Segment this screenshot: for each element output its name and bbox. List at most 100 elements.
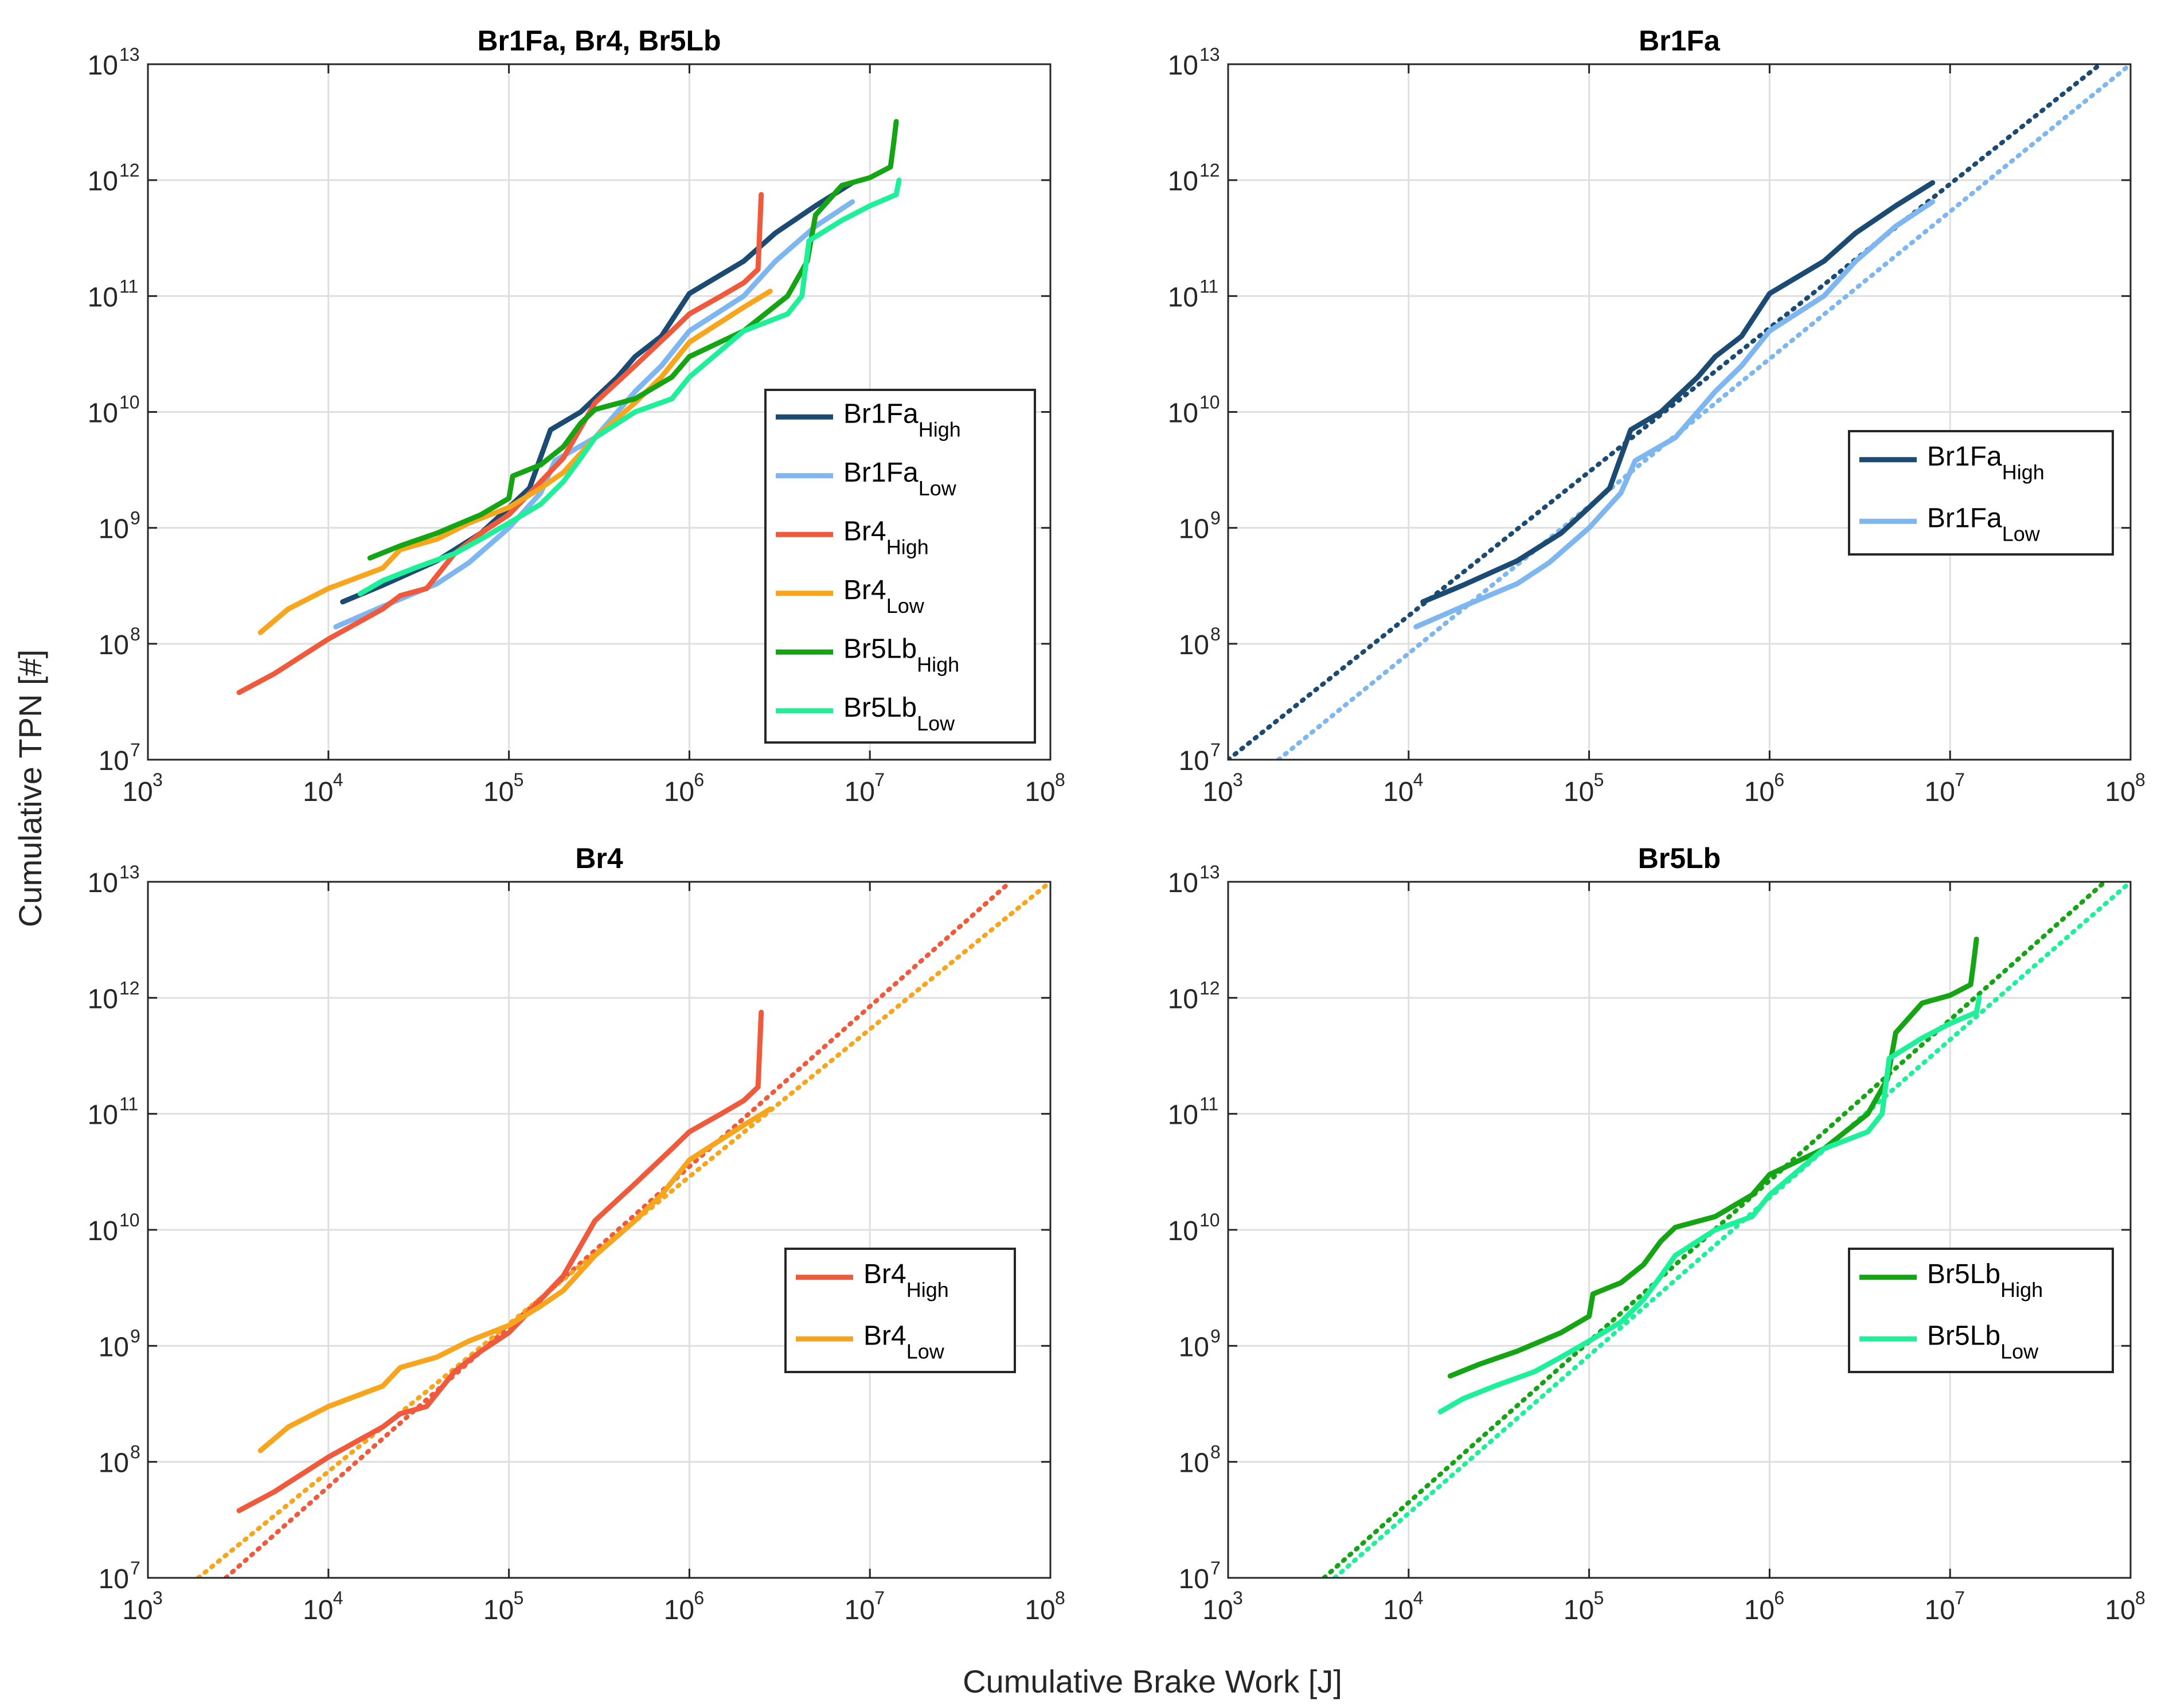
y-tick-label: 10	[88, 1100, 118, 1131]
x-tick-label: 10	[1744, 1595, 1775, 1625]
y-tick-label: 10	[88, 1216, 118, 1246]
y-tick-label: 10	[1168, 1216, 1198, 1246]
x-tick-exponent: 4	[333, 769, 343, 790]
y-tick-label: 10	[1168, 166, 1198, 197]
series-br4-high	[236, 191, 764, 695]
x-tick-label: 10	[1564, 777, 1594, 807]
legend-subscript: Low	[2000, 1339, 2039, 1363]
x-tick-label: 10	[1925, 1595, 1955, 1625]
x-tick-exponent: 6	[1774, 769, 1784, 790]
series-group	[236, 119, 902, 695]
x-tick-label: 10	[2105, 1595, 2135, 1625]
subplot-title: Br1Fa, Br4, Br5Lb	[477, 25, 721, 57]
x-tick-label: 10	[664, 1595, 694, 1625]
y-tick-exponent: 12	[119, 978, 140, 998]
y-tick-label: 10	[1168, 282, 1198, 312]
x-tick-label: 10	[1383, 777, 1413, 807]
series-group	[1322, 882, 2131, 1578]
y-tick-label: 10	[1168, 984, 1198, 1014]
x-tick-exponent: 7	[874, 1588, 885, 1608]
x-tick-label: 10	[483, 1595, 514, 1625]
legend-subscript: High	[919, 417, 961, 441]
x-tick-exponent: 3	[1233, 769, 1243, 790]
x-tick-exponent: 3	[153, 769, 163, 790]
y-tick-exponent: 11	[1199, 276, 1218, 296]
x-tick-label: 10	[303, 777, 333, 807]
x-tick-exponent: 5	[514, 769, 524, 790]
y-tick-exponent: 9	[1210, 508, 1221, 529]
series-br1fa-low-fit	[1276, 64, 2131, 760]
series-br5lb-low	[1437, 995, 1982, 1414]
y-tick-exponent: 11	[119, 276, 138, 296]
y-tick-label: 10	[1179, 514, 1209, 545]
x-tick-label: 10	[1025, 1595, 1055, 1625]
subplot-title: Br5Lb	[1638, 842, 1721, 874]
y-tick-exponent: 11	[1199, 1094, 1218, 1115]
series-group	[196, 882, 1050, 1578]
x-tick-exponent: 5	[1594, 1588, 1604, 1608]
x-tick-exponent: 4	[1413, 769, 1424, 790]
subplot-title: Br4	[575, 842, 623, 874]
y-tick-label: 10	[99, 1564, 129, 1594]
legend-subscript: High	[2002, 460, 2045, 484]
y-tick-exponent: 12	[1199, 160, 1220, 181]
x-tick-label: 10	[664, 777, 694, 807]
series-br4-high-fit	[223, 882, 1013, 1578]
x-tick-label: 10	[845, 777, 875, 807]
x-tick-exponent: 8	[1055, 769, 1065, 790]
legend-subscript: High	[917, 652, 959, 676]
series-br4-low	[257, 288, 773, 635]
x-tick-exponent: 8	[2135, 1588, 2145, 1608]
y-tick-label: 10	[88, 50, 118, 81]
x-tick-label: 10	[1025, 777, 1055, 807]
x-tick-exponent: 8	[1055, 1588, 1065, 1608]
x-tick-exponent: 7	[1955, 769, 1965, 790]
y-tick-label: 10	[99, 746, 129, 776]
y-tick-label: 10	[88, 868, 118, 898]
y-tick-exponent: 13	[119, 862, 140, 882]
x-tick-label: 10	[845, 1595, 875, 1625]
y-tick-label: 10	[1168, 1100, 1198, 1131]
legend-subscript: High	[886, 535, 929, 558]
y-tick-label: 10	[1168, 50, 1198, 81]
legend-subscript: Low	[906, 1339, 945, 1363]
y-tick-label: 10	[99, 1332, 129, 1362]
x-tick-label: 10	[303, 1595, 333, 1625]
x-tick-exponent: 7	[874, 769, 885, 790]
y-tick-label: 10	[88, 282, 118, 312]
x-tick-label: 10	[122, 777, 153, 807]
y-tick-label: 10	[1179, 1564, 1209, 1594]
legend-subscript: High	[2000, 1278, 2043, 1301]
y-tick-label: 10	[1179, 630, 1209, 660]
y-tick-label: 10	[88, 398, 118, 429]
y-tick-label: 10	[88, 984, 118, 1014]
y-tick-exponent: 9	[1210, 1326, 1221, 1346]
x-tick-label: 10	[122, 1595, 153, 1625]
legend-subscript: Low	[919, 476, 957, 500]
x-tick-exponent: 4	[1413, 1588, 1424, 1608]
series-br5lb-high	[367, 119, 899, 561]
series-br4-high	[236, 1010, 764, 1514]
x-tick-exponent: 6	[694, 769, 704, 790]
y-tick-label: 10	[99, 630, 129, 660]
y-tick-exponent: 12	[119, 160, 140, 181]
series-br1fa-high	[1420, 180, 1936, 605]
y-tick-exponent: 9	[130, 508, 140, 529]
y-tick-exponent: 10	[1199, 1210, 1220, 1230]
x-tick-exponent: 3	[153, 1588, 163, 1608]
x-tick-label: 10	[1383, 1595, 1413, 1625]
x-tick-exponent: 5	[1594, 769, 1604, 790]
x-tick-exponent: 5	[514, 1588, 524, 1608]
y-tick-exponent: 8	[130, 624, 140, 644]
y-tick-exponent: 7	[130, 740, 140, 760]
x-tick-exponent: 6	[694, 1588, 704, 1608]
y-tick-exponent: 13	[1199, 44, 1220, 65]
x-tick-label: 10	[1744, 777, 1775, 807]
